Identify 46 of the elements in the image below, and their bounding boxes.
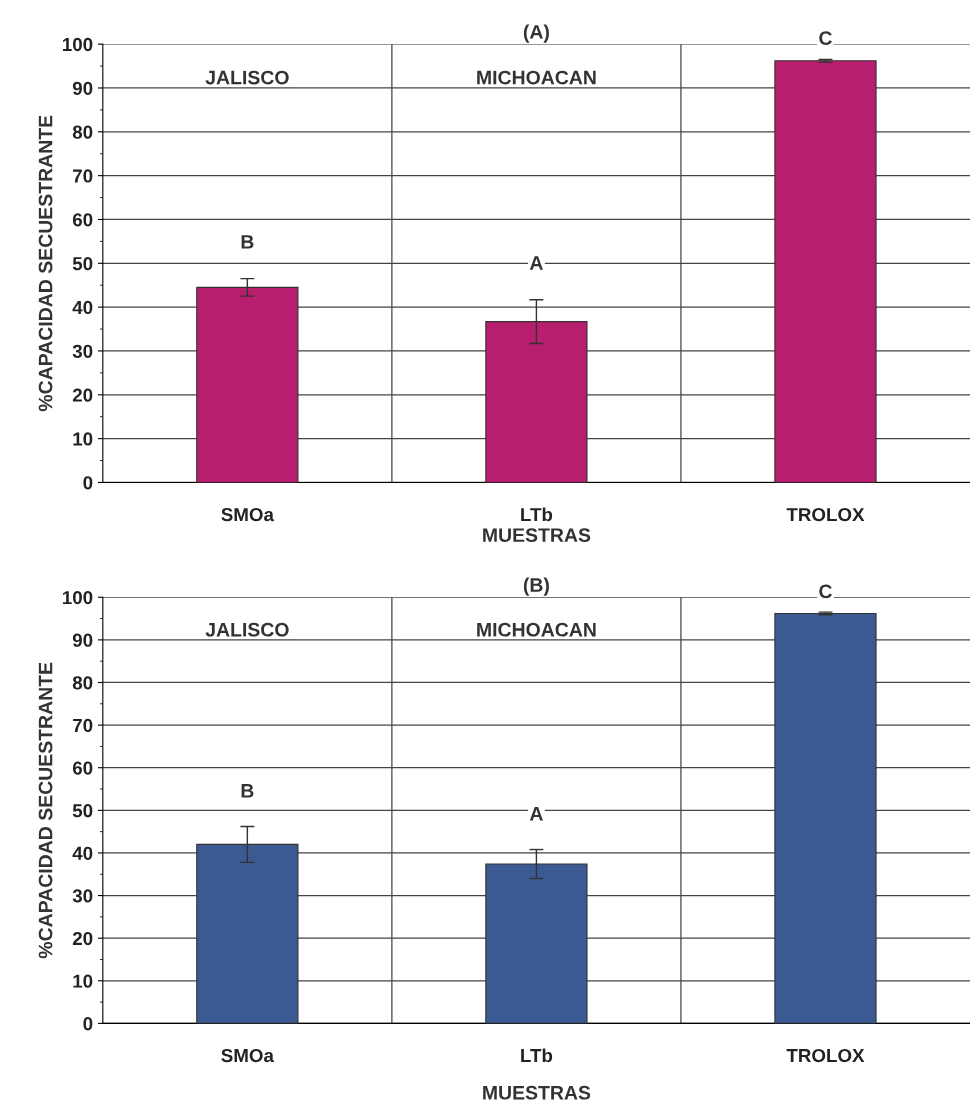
y-tick-label: 0 — [83, 476, 93, 490]
y-tick-label: 10 — [73, 432, 93, 446]
y-tick-label: 100 — [63, 590, 93, 605]
y-tick-label: 20 — [72, 931, 93, 946]
bar — [774, 60, 877, 483]
x-axis-title: MUESTRAS — [483, 528, 591, 542]
annotation: JALISCO — [205, 70, 289, 85]
annotation: C — [819, 584, 832, 599]
y-axis-title: %CAPACIDAD SECUESTRANTE — [38, 662, 53, 959]
y-tick-label: 0 — [83, 1017, 93, 1031]
y-tick-label: 30 — [72, 344, 93, 358]
y-tick-label: 10 — [73, 974, 93, 988]
annotation: JALISCO — [205, 622, 289, 637]
y-tick-label: 80 — [72, 676, 93, 690]
annotation: A — [529, 256, 543, 270]
y-tick-label: 70 — [73, 169, 93, 183]
x-tick-label: SMOa — [221, 1048, 275, 1063]
annotation: B — [241, 784, 254, 798]
chart-title: (B) — [523, 577, 549, 596]
bar — [774, 612, 877, 1024]
annotation: A — [529, 807, 543, 821]
x-tick-label: TROLOX — [786, 1048, 865, 1063]
y-tick-label: 60 — [72, 213, 93, 227]
y-tick-label: 30 — [72, 889, 93, 903]
y-tick-label: 40 — [72, 300, 93, 315]
y-tick-label: 100 — [63, 37, 93, 52]
annotation: B — [241, 235, 254, 249]
y-tick-label: 90 — [72, 633, 93, 647]
chart-title: (A) — [523, 24, 549, 43]
x-axis-title: MUESTRAS — [483, 1085, 591, 1100]
y-tick-label: 90 — [72, 81, 93, 95]
annotation: MICHOACAN — [477, 622, 596, 637]
y-axis-title: %CAPACIDAD SECUESTRANTE — [38, 115, 53, 412]
y-tick-label: 50 — [72, 804, 93, 818]
y-tick-label: 80 — [72, 125, 93, 139]
x-tick-label: LTb — [521, 1048, 553, 1063]
annotation: C — [819, 31, 832, 45]
x-tick-label: TROLOX — [786, 507, 865, 522]
annotation: MICHOACAN — [477, 70, 596, 85]
y-tick-label: 40 — [72, 846, 93, 860]
y-tick-label: 60 — [72, 761, 93, 775]
y-tick-label: 20 — [72, 388, 93, 402]
x-tick-label: SMOa — [221, 507, 275, 522]
x-tick-label: LTb — [521, 507, 553, 522]
y-tick-label: 70 — [73, 718, 93, 733]
y-tick-label: 50 — [72, 257, 93, 271]
